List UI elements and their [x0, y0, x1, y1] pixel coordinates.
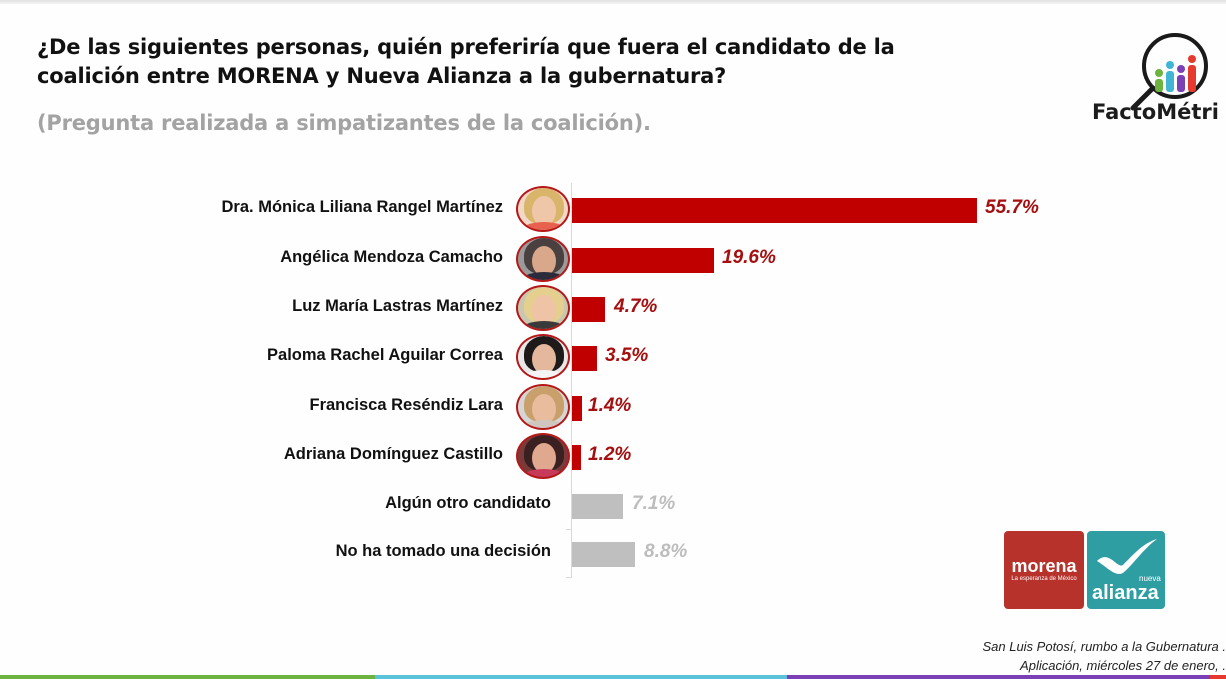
value-label: 3.5% [605, 345, 649, 366]
bar [572, 297, 605, 322]
value-label: 19.6% [722, 247, 776, 268]
category-label: Angélica Mendoza Camacho [280, 248, 503, 266]
chart-subtitle: (Pregunta realizada a simpatizantes de l… [37, 111, 651, 135]
value-label: 1.4% [588, 395, 632, 416]
chart-title: ¿De las siguientes personas, quién prefe… [37, 33, 937, 91]
bar-row: Paloma Rachel Aguilar Correa 3.5% [0, 333, 1226, 382]
bar [572, 494, 623, 519]
morena-tagline: La esperanza de México [1011, 576, 1077, 582]
bar-row: Francisca Reséndiz Lara 1.4% [0, 383, 1226, 432]
title-line-1: ¿De las siguientes personas, quién prefe… [37, 35, 895, 59]
bar-row: Dra. Mónica Liliana Rangel Martínez 55.7… [0, 185, 1226, 234]
axis-tick [566, 577, 571, 578]
bar-row: Luz María Lastras Martínez 4.7% [0, 284, 1226, 333]
category-label: Algún otro candidato [385, 494, 551, 512]
value-label: 7.1% [632, 493, 676, 514]
bar-row: No ha tomado una decisión 8.8% [0, 529, 1226, 578]
footer-line-1: San Luis Potosí, rumbo a la Gubernatura … [982, 639, 1226, 654]
nueva-alianza-logo: nueva alianza [1087, 531, 1165, 609]
title-line-2: coalición entre MORENA y Nueva Alianza a… [37, 64, 727, 88]
bar-row: Angélica Mendoza Camacho 19.6% [0, 235, 1226, 284]
alianza-label: alianza [1092, 582, 1159, 604]
bar [572, 198, 977, 223]
footer-line-2: Aplicación, miércoles 27 de enero, . [1020, 658, 1226, 673]
bar-row: Adriana Domínguez Castillo 1.2% [0, 432, 1226, 481]
category-label: Dra. Mónica Liliana Rangel Martínez [221, 198, 503, 216]
category-label: Adriana Domínguez Castillo [283, 445, 503, 463]
category-label: Paloma Rachel Aguilar Correa [267, 346, 503, 364]
value-label: 4.7% [614, 296, 658, 317]
morena-logo: morena La esperanza de México [1004, 531, 1084, 609]
footer-note: San Luis Potosí, rumbo a la Gubernatura … [982, 637, 1226, 675]
bar [572, 346, 597, 371]
value-label: 1.2% [588, 444, 632, 465]
bar [572, 542, 635, 567]
morena-name: morena [1011, 556, 1077, 576]
candidate-photo [516, 186, 570, 232]
footer-stripe-cyan [375, 675, 787, 679]
footer-stripe-green [0, 675, 375, 679]
footer-stripe-purple [787, 675, 1210, 679]
candidate-photo [516, 334, 570, 380]
bar [572, 445, 581, 470]
category-label: Francisca Reséndiz Lara [309, 396, 503, 414]
category-label: Luz María Lastras Martínez [292, 297, 503, 315]
factometrica-logo-icon [1115, 18, 1226, 128]
bar [572, 248, 714, 273]
category-label: No ha tomado una decisión [335, 542, 551, 560]
y-axis [571, 183, 572, 578]
candidate-photo [516, 285, 570, 331]
candidate-photo [516, 384, 570, 430]
candidate-photo [516, 236, 570, 282]
bar-row: Algún otro candidato 7.1% [0, 481, 1226, 530]
bar [572, 396, 582, 421]
bird-icon [1097, 539, 1157, 574]
brand-name: FactoMétri [1092, 100, 1219, 124]
value-label: 55.7% [985, 197, 1039, 218]
candidate-photo [516, 433, 570, 479]
nueva-label: nueva [1139, 574, 1161, 583]
value-label: 8.8% [644, 541, 688, 562]
axis-tick [566, 529, 571, 530]
top-border [0, 0, 1226, 4]
footer-stripe-red [1210, 675, 1226, 679]
